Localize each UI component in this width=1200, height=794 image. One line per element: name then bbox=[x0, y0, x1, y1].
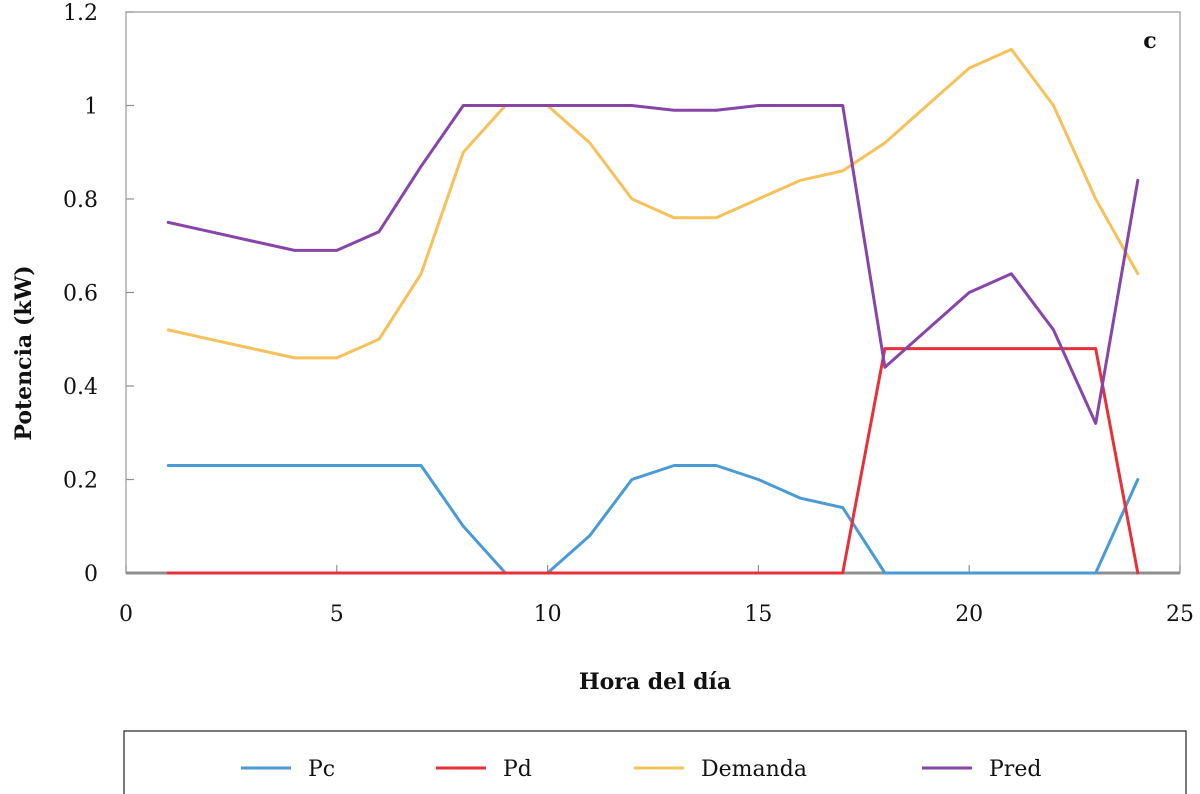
x-tick-label: 10 bbox=[534, 602, 562, 627]
series-line-pred bbox=[166, 104, 1140, 425]
y-tick-label: 1.2 bbox=[63, 1, 98, 26]
y-tick-label: 0 bbox=[84, 562, 98, 587]
legend-box bbox=[123, 730, 1187, 794]
plot-frame bbox=[125, 11, 1181, 575]
y-tick-label: 0.4 bbox=[63, 375, 98, 400]
legend: Pc Pd Demanda Pred bbox=[123, 730, 1187, 794]
legend-items: Pc Pd Demanda Pred bbox=[241, 757, 1041, 782]
x-tick-label: 0 bbox=[119, 602, 133, 627]
y-tick-label: 0.2 bbox=[63, 469, 98, 494]
y-tick-label: 0.6 bbox=[63, 282, 98, 307]
y-axis-title: Potencia (kW) bbox=[11, 265, 37, 440]
series-line-pc bbox=[166, 464, 1140, 575]
legend-label-demanda: Demanda bbox=[701, 757, 807, 782]
x-axis-ticks: 0 5 10 15 20 25 bbox=[119, 565, 1194, 627]
legend-label-pc: Pc bbox=[308, 757, 335, 782]
x-tick-label: 20 bbox=[955, 602, 983, 627]
y-axis-ticks: 0 0.2 0.4 0.6 0.8 1 1.2 bbox=[63, 1, 134, 587]
series-line-pd bbox=[166, 347, 1140, 575]
y-tick-label: 1 bbox=[84, 95, 98, 120]
x-tick-label: 5 bbox=[330, 602, 344, 627]
x-tick-label: 15 bbox=[744, 602, 772, 627]
panel-label: c bbox=[1143, 28, 1156, 54]
legend-label-pred: Pred bbox=[989, 757, 1041, 782]
y-tick-label: 0.8 bbox=[63, 188, 98, 213]
series-lines bbox=[166, 47, 1140, 575]
plot-border bbox=[125, 11, 1181, 574]
x-tick-label: 25 bbox=[1166, 602, 1194, 627]
legend-label-pd: Pd bbox=[503, 757, 532, 782]
x-axis-title: Hora del día bbox=[579, 669, 731, 695]
series-line-demanda bbox=[166, 47, 1140, 360]
